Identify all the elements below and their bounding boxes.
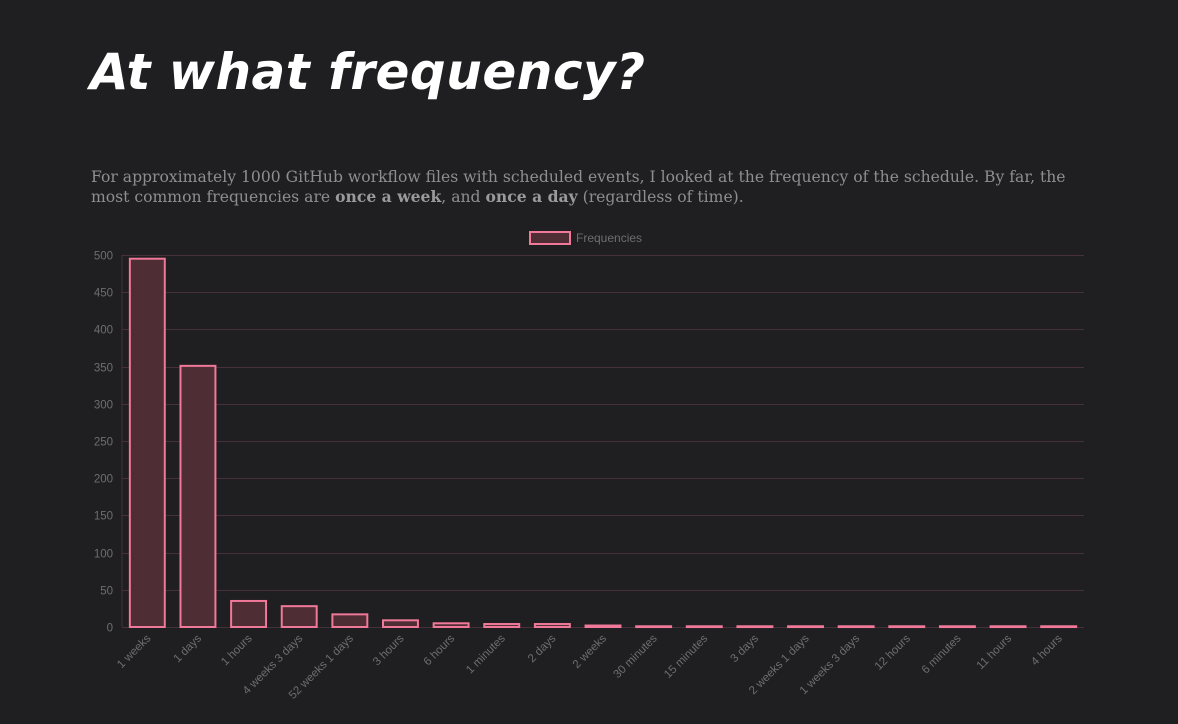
x-tick-label: 11 hours	[975, 632, 1015, 672]
bar[interactable]	[432, 622, 470, 629]
intro-bold-once-a-week: once a week	[335, 187, 442, 206]
x-tick-label: 2 days	[526, 632, 559, 665]
y-tick-label: 350	[94, 363, 113, 375]
y-tick-label: 500	[94, 251, 113, 263]
y-axis-ticks: 0 50 100 150 200 250 300 350 400 450 500	[94, 251, 113, 635]
x-tick-label: 30 minutes	[611, 632, 659, 680]
intro-paragraph: For approximately 1000 GitHub workflow f…	[91, 167, 1101, 207]
intro-bold-once-a-day: once a day	[485, 187, 578, 206]
bar[interactable]	[331, 613, 369, 628]
intro-text-3: (regardless of time).	[577, 188, 744, 206]
y-tick-label: 150	[94, 511, 113, 523]
x-tick-label: 15 minutes	[662, 632, 710, 680]
y-tick-label: 400	[94, 325, 113, 337]
legend-label-frequencies: Frequencies	[576, 231, 642, 245]
y-tick-label: 300	[94, 400, 113, 412]
y-tick-label: 50	[100, 586, 113, 598]
intro-text-1: For approximately 1000 GitHub workflow f…	[91, 168, 1066, 206]
legend-swatch-frequencies	[529, 231, 571, 245]
bar[interactable]	[1040, 625, 1078, 629]
x-tick-label: 1 hours	[219, 632, 255, 668]
bar[interactable]	[685, 625, 723, 629]
x-tick-label: 3 hours	[371, 632, 407, 668]
bar[interactable]	[635, 625, 673, 629]
chart-bars	[128, 257, 1078, 629]
bar[interactable]	[787, 625, 824, 629]
bar[interactable]	[888, 625, 926, 629]
x-tick-label: 4 hours	[1029, 632, 1065, 668]
x-tick-label: 6 hours	[422, 632, 458, 668]
bar[interactable]	[533, 623, 571, 628]
bar[interactable]	[230, 599, 268, 629]
y-tick-label: 100	[94, 549, 113, 561]
x-tick-label: 1 minutes	[464, 632, 508, 676]
intro-text-2: , and	[441, 188, 486, 206]
bar[interactable]	[382, 619, 419, 629]
x-tick-label: 6 minutes	[920, 632, 964, 676]
page-title: At what frequency?	[90, 43, 646, 101]
bar[interactable]	[128, 257, 166, 628]
y-tick-label: 0	[107, 623, 113, 635]
x-tick-label: 2 weeks	[571, 632, 609, 670]
y-tick-label: 200	[94, 474, 113, 486]
bar[interactable]	[837, 625, 875, 629]
x-tick-label: 1 days	[172, 632, 205, 665]
bar[interactable]	[736, 625, 774, 629]
bar[interactable]	[584, 624, 622, 629]
bar[interactable]	[280, 605, 318, 629]
x-tick-label: 1 weeks	[115, 632, 153, 670]
y-tick-label: 250	[94, 437, 113, 449]
y-tick-label: 450	[94, 288, 113, 300]
chart-legend[interactable]: Frequencies	[529, 231, 642, 245]
x-tick-label: 3 days	[729, 632, 762, 665]
bar[interactable]	[938, 625, 976, 629]
chart-grid	[121, 255, 1084, 628]
bar[interactable]	[989, 625, 1027, 629]
x-tick-label: 12 hours	[873, 632, 913, 672]
bar[interactable]	[179, 364, 217, 628]
bar[interactable]	[483, 623, 521, 628]
